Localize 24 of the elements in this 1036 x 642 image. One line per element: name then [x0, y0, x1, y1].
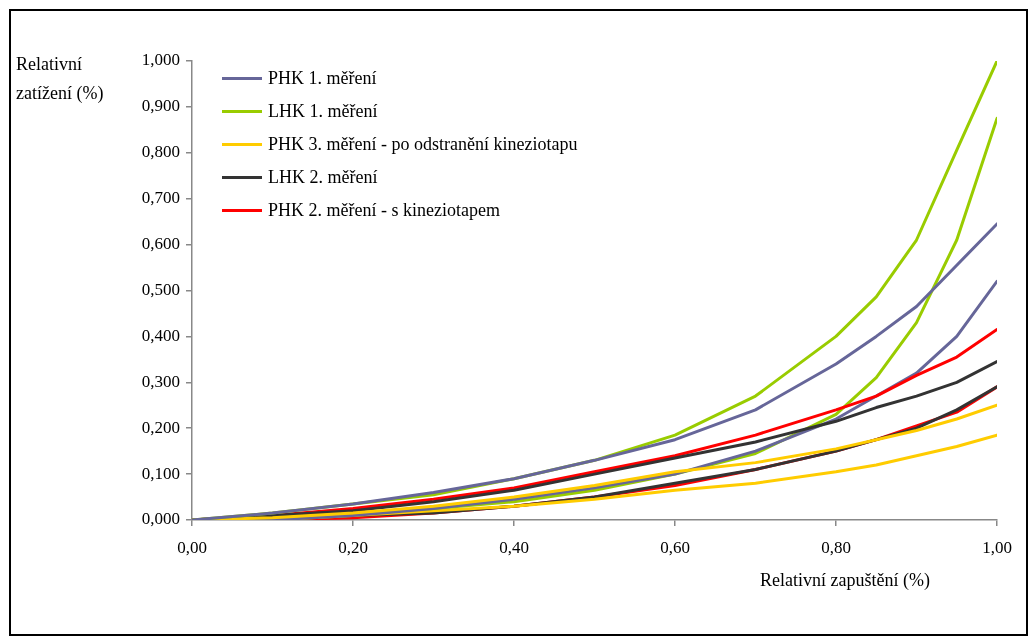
y-axis-title: Relativní zatížení (%) — [16, 53, 105, 105]
y-tick-label: 0,200 — [141, 417, 180, 437]
legend-label: LHK 1. měření — [268, 101, 378, 122]
y-tick-label: 0,900 — [141, 96, 180, 116]
y-tick-label: 0,000 — [141, 509, 180, 529]
y-tick-label: 1,000 — [141, 50, 180, 70]
legend-label: LHK 2. měření — [268, 167, 378, 188]
y-tick-label: 0,800 — [141, 142, 180, 162]
x-tick-label: 1,00 — [982, 537, 1012, 557]
legend-label: PHK 3. měření - po odstranění kineziotapu — [268, 134, 578, 155]
y-tick-label: 0,500 — [141, 279, 180, 299]
y-tick-label: 0,100 — [141, 463, 180, 483]
y-tick-label: 0,400 — [141, 325, 180, 345]
x-tick-label: 0,40 — [499, 537, 529, 557]
legend-label: PHK 2. měření - s kineziotapem — [268, 200, 500, 221]
x-tick-label: 0,80 — [821, 537, 851, 557]
x-tick-label: 0,20 — [338, 537, 368, 557]
x-tick-label: 0,60 — [660, 537, 690, 557]
y-tick-label: 0,600 — [141, 234, 180, 254]
legend-label: PHK 1. měření — [268, 68, 377, 89]
x-tick-label: 0,00 — [177, 537, 207, 557]
y-tick-label: 0,300 — [141, 371, 180, 391]
y-tick-label: 0,700 — [141, 188, 180, 208]
x-axis-title: Relativní zapuštění (%) — [760, 570, 930, 591]
